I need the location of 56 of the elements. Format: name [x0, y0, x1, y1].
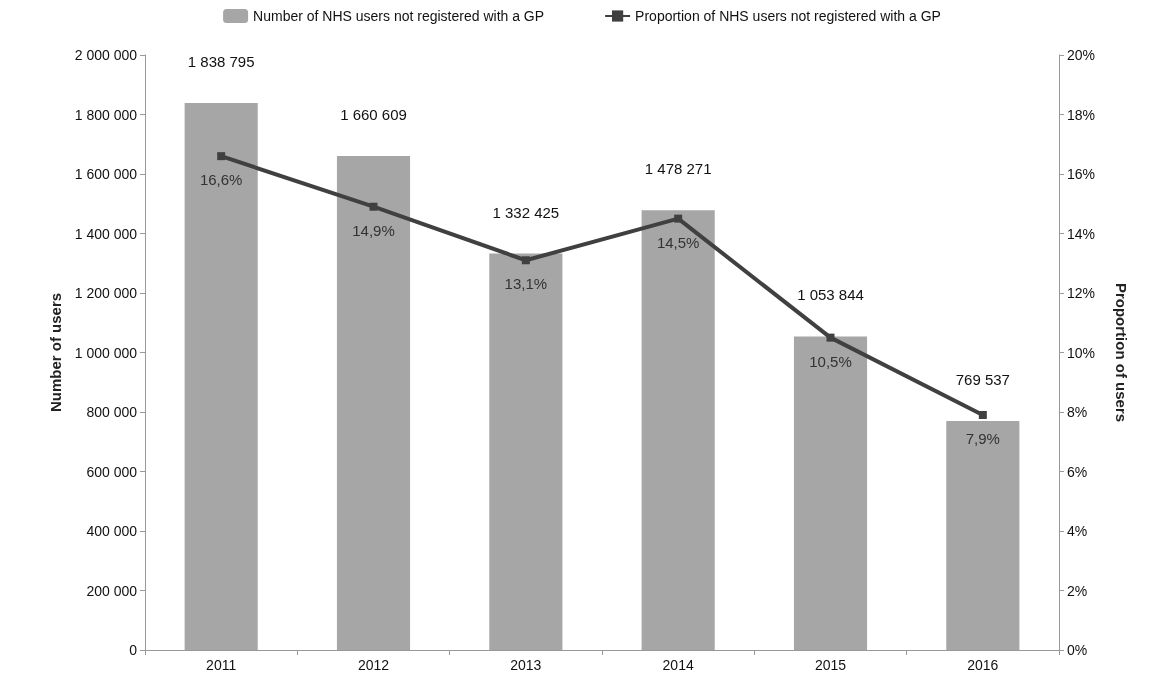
- y-tick-label: 1 800 000: [74, 106, 138, 123]
- y2-tick-label: 0%: [1067, 642, 1088, 658]
- y2-axis-title: Proportion of users: [1113, 282, 1130, 423]
- data-label: 1 053 844: [797, 286, 864, 304]
- data-label: 16,6%: [199, 171, 243, 189]
- y-tick-label: 1 600 000: [74, 166, 138, 182]
- y-tick-label: 2 000 000: [74, 47, 138, 63]
- y2-tick-label: 8%: [1067, 404, 1088, 420]
- point: [826, 333, 835, 342]
- x-tick-label: 2014: [662, 657, 694, 673]
- y-tick-label: 200 000: [86, 582, 138, 599]
- bar: [793, 336, 868, 650]
- data-label: 1 478 271: [644, 160, 712, 178]
- data-label: 14,5%: [656, 233, 700, 251]
- bar: [946, 421, 1020, 650]
- point: [369, 202, 378, 211]
- y2-tick-label: 16%: [1067, 166, 1096, 182]
- x-tick-label: 2012: [357, 657, 390, 673]
- y-axis-title: Number of users: [47, 292, 64, 413]
- bar: [489, 253, 563, 650]
- y-tick-label: 800 000: [86, 404, 138, 420]
- point: [978, 410, 987, 419]
- y2-tick-label: 10%: [1067, 344, 1096, 361]
- data-label: 1 332 425: [492, 203, 560, 221]
- y2-tick-label: 12%: [1067, 285, 1096, 301]
- y2-tick-label: 18%: [1067, 106, 1096, 123]
- y-tick-label: 400 000: [86, 523, 138, 539]
- bar: [184, 102, 258, 650]
- data-label: 7,9%: [965, 429, 1000, 447]
- y2-tick-label: 6%: [1067, 463, 1088, 480]
- bar: [641, 210, 715, 650]
- y-tick-label: 1 200 000: [74, 285, 138, 301]
- y2-tick-label: 2%: [1067, 582, 1088, 599]
- y-tick-label: 0: [129, 642, 138, 658]
- data-label: 1 660 609: [340, 105, 407, 123]
- y-tick-label: 1 400 000: [74, 225, 138, 242]
- data-label: 769 537: [955, 371, 1010, 389]
- data-label: 13,1%: [504, 275, 548, 293]
- y2-tick-label: 14%: [1067, 225, 1096, 242]
- x-tick-label: 2016: [967, 657, 999, 673]
- data-label: 14,9%: [352, 221, 395, 239]
- y-tick-label: 600 000: [86, 463, 138, 480]
- point: [217, 152, 226, 161]
- x-tick-label: 2011: [206, 657, 237, 673]
- y-tick-label: 1 000 000: [74, 344, 138, 361]
- y2-tick-label: 20%: [1067, 47, 1096, 63]
- point: [521, 256, 530, 265]
- bar: [336, 155, 411, 650]
- data-label: 1 838 795: [187, 52, 255, 70]
- point: [674, 214, 683, 223]
- x-tick-label: 2015: [814, 657, 847, 673]
- y2-tick-label: 4%: [1067, 523, 1088, 539]
- x-tick-label: 2013: [510, 657, 542, 673]
- data-label: 10,5%: [809, 352, 852, 370]
- legend-label: Number of NHS users not registered with a GP: [253, 8, 545, 24]
- legend-label: Proportion of NHS users not registered with a GP: [635, 8, 941, 24]
